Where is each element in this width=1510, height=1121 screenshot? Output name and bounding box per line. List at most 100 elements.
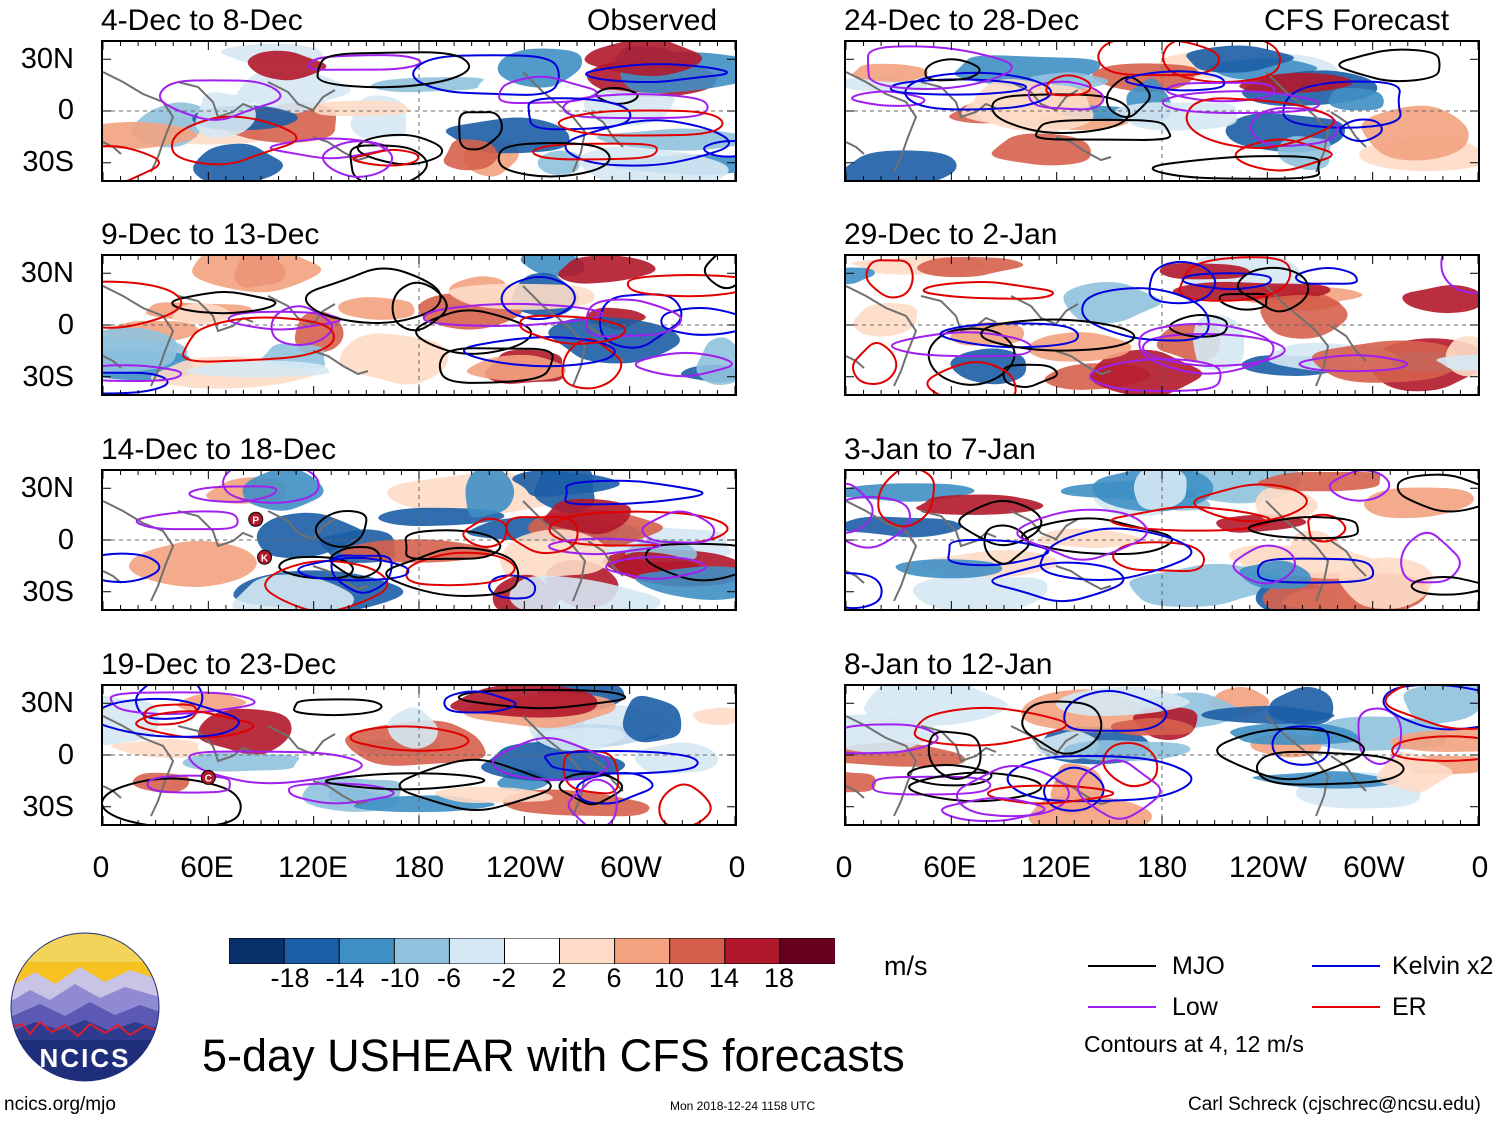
kelvin-contour <box>463 336 616 368</box>
storm-marker-label: K <box>261 553 269 564</box>
map-panel-29dec-2jan <box>844 254 1480 396</box>
low-contour <box>109 691 256 716</box>
coastline <box>920 81 997 119</box>
shear-anomaly-blob <box>1159 262 1251 280</box>
shear-anomaly-blob <box>338 297 415 320</box>
shear-anomaly-blob <box>548 316 680 364</box>
coastline <box>846 285 918 387</box>
cfs-forecast-header: CFS Forecast <box>1264 4 1450 37</box>
coastline <box>1330 755 1367 792</box>
er-contour <box>1384 686 1478 730</box>
mjo-contour <box>325 772 486 791</box>
low-contour <box>890 331 1033 358</box>
logo-text: NCICS <box>40 1043 131 1073</box>
mjo-contour <box>316 51 471 89</box>
coastline <box>522 715 587 817</box>
panel-title: 14-Dec to 18-Dec <box>101 433 337 466</box>
low-contour <box>1076 759 1162 820</box>
lat-label: 30N <box>20 43 74 75</box>
shear-anomaly-blob <box>622 695 682 743</box>
shear-anomaly-blob <box>1402 285 1478 314</box>
coastline <box>920 295 997 333</box>
coastline <box>312 136 369 162</box>
colorbar-tick: 6 <box>606 963 622 993</box>
low-contour <box>188 485 278 503</box>
low-contour <box>548 537 661 556</box>
low-contour <box>1027 80 1105 111</box>
kelvin-contour <box>1043 766 1105 812</box>
colorbar-swatch <box>229 938 286 964</box>
shear-anomaly-blob <box>1133 471 1187 510</box>
colorbar-swatch <box>724 938 781 964</box>
kelvin-contour <box>564 119 730 167</box>
shear-anomaly-blob <box>500 529 610 581</box>
er-contour <box>1307 513 1347 543</box>
shear-anomaly-blob <box>558 256 656 284</box>
colorbar-tick: -18 <box>270 963 310 993</box>
mjo-contour <box>924 58 981 82</box>
er-contour <box>1102 741 1159 788</box>
low-contour <box>422 302 604 327</box>
colorbar-swatch <box>669 938 726 964</box>
colorbar-swatch <box>448 938 506 964</box>
shear-anomaly-blob <box>186 360 330 378</box>
shear-anomaly-blob <box>448 283 595 310</box>
mjo-contour <box>558 772 624 806</box>
low-contour <box>103 364 183 382</box>
map-panel-4dec-8dec <box>101 40 737 182</box>
lon-label: 0 <box>835 851 853 884</box>
map-svg: C <box>103 686 735 824</box>
kelvin-contour <box>585 63 729 84</box>
mjo-contour <box>398 758 552 812</box>
er-contour <box>987 784 1115 805</box>
low-contour <box>941 796 1046 823</box>
kelvin-contour <box>543 749 699 775</box>
mjo-contour <box>391 281 448 332</box>
colorbar-tick: -14 <box>325 963 365 993</box>
mjo-contour <box>980 318 1136 352</box>
lat-label: 30N <box>20 687 74 719</box>
mjo-contour <box>644 542 735 582</box>
er-contour <box>349 725 470 752</box>
map-panel-9dec-13dec <box>101 254 737 396</box>
colorbar-swatch <box>393 938 451 964</box>
mjo-contour <box>1035 118 1172 141</box>
er-contour <box>658 783 712 824</box>
shading-layer <box>846 45 1478 180</box>
kelvin-contour <box>1181 272 1272 291</box>
mjo-contour <box>595 87 639 105</box>
shear-anomaly-blob <box>1193 314 1245 371</box>
kelvin-contour <box>939 322 1079 349</box>
mjo-contour <box>1247 516 1359 540</box>
ncics-logo: NCICS <box>10 932 160 1082</box>
map-svg <box>846 42 1478 180</box>
storm-marker-label: C <box>205 773 212 784</box>
colorbar-swatch <box>283 938 341 964</box>
kelvin-contour <box>904 71 1053 111</box>
coastline <box>267 510 336 541</box>
mjo-contour <box>349 144 428 180</box>
er-contour <box>1112 541 1205 573</box>
er-contour <box>532 142 658 161</box>
lat-label: 30N <box>20 472 74 504</box>
kelvin-contour <box>703 139 735 158</box>
er-contour <box>1234 138 1333 172</box>
mjo-contour <box>1338 48 1441 83</box>
shear-anomaly-blob <box>542 498 632 535</box>
mjo-contour <box>458 111 503 151</box>
colorbar-tick: -10 <box>380 963 420 993</box>
mjo-contour <box>1168 314 1229 338</box>
shear-anomaly-blob <box>1403 686 1478 725</box>
shear-anomaly-blob <box>635 566 735 601</box>
shear-anomaly-blob <box>111 738 203 758</box>
low-contour <box>562 93 709 120</box>
colorbar-swatch <box>504 938 561 964</box>
kelvin-contour <box>947 538 1050 567</box>
coastline <box>103 71 175 173</box>
lon-label: 120E <box>277 851 349 884</box>
footer-url[interactable]: ncics.org/mjo <box>4 1094 116 1115</box>
low-contour <box>287 782 395 805</box>
map-svg <box>846 471 1478 609</box>
low-contour <box>321 140 394 178</box>
coastline <box>1265 71 1330 173</box>
